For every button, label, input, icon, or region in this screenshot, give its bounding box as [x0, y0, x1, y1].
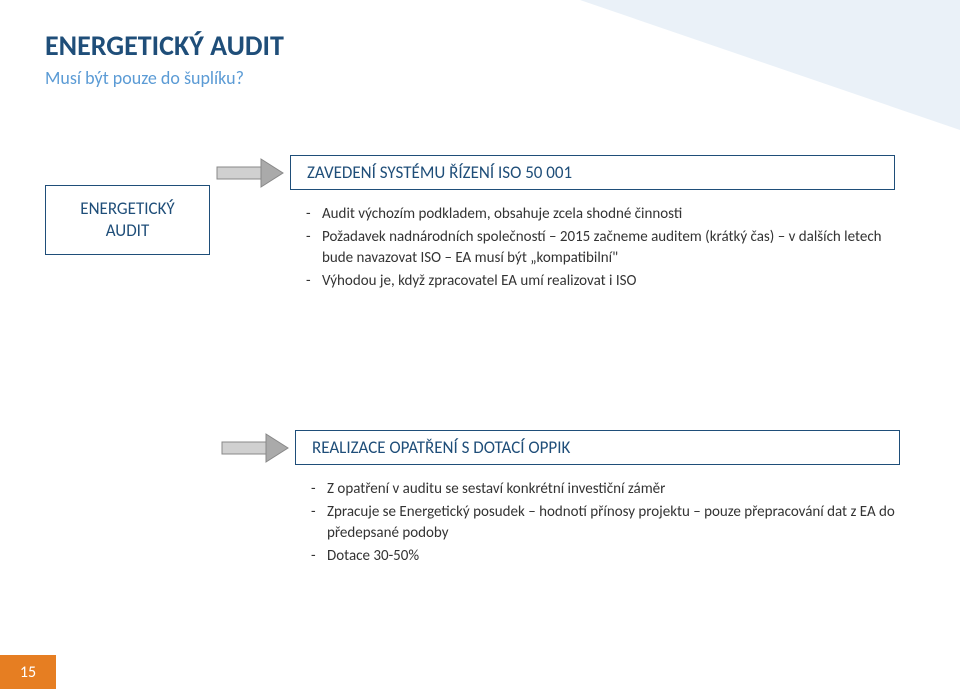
- diagram-row-1: ENERGETICKÝ AUDIT ZAVEDENÍ SYSTÉMU ŘÍZEN…: [45, 155, 915, 294]
- right-column-1: ZAVEDENÍ SYSTÉMU ŘÍZENÍ ISO 50 001 Audit…: [290, 155, 915, 294]
- option-box-iso: ZAVEDENÍ SYSTÉMU ŘÍZENÍ ISO 50 001: [290, 155, 895, 190]
- list-item: Výhodou je, když zpracovatel EA umí real…: [300, 271, 895, 291]
- page-number-badge: 15: [0, 655, 56, 689]
- main-content: ENERGETICKÝ AUDIT ZAVEDENÍ SYSTÉMU ŘÍZEN…: [45, 155, 915, 304]
- bullets-oppik: Z opatření v auditu se sestaví konkrétní…: [305, 479, 900, 566]
- right-column-2: REALIZACE OPATŘENÍ S DOTACÍ OPPIK Z opat…: [295, 430, 900, 569]
- list-item: Z opatření v auditu se sestaví konkrétní…: [305, 479, 900, 499]
- list-item: Požadavek nadnárodních společností – 201…: [300, 227, 895, 268]
- list-item: Audit výchozím podkladem, obsahuje zcela…: [300, 204, 895, 224]
- arrow-right-icon: [220, 430, 290, 466]
- source-box-line2: AUDIT: [106, 220, 150, 241]
- section-2: REALIZACE OPATŘENÍ S DOTACÍ OPPIK Z opat…: [295, 430, 915, 569]
- arrow-column-1: [210, 155, 290, 191]
- list-item: Dotace 30-50%: [305, 546, 900, 566]
- arrow-right-icon: [215, 155, 285, 191]
- bullets-iso: Audit výchozím podkladem, obsahuje zcela…: [300, 204, 895, 291]
- option-box-oppik: REALIZACE OPATŘENÍ S DOTACÍ OPPIK: [295, 430, 900, 465]
- source-box-line1: ENERGETICKÝ: [80, 198, 174, 219]
- page-subtitle: Musí být pouze do šuplíku?: [45, 67, 960, 89]
- source-box-energeticky-audit: ENERGETICKÝ AUDIT: [45, 185, 210, 255]
- arrow-column-2: [215, 430, 295, 466]
- page-title: ENERGETICKÝ AUDIT: [45, 28, 960, 63]
- header: ENERGETICKÝ AUDIT Musí být pouze do šupl…: [0, 0, 960, 89]
- list-item: Zpracuje se Energetický posudek – hodnot…: [305, 502, 900, 543]
- slide: ENERGETICKÝ AUDIT Musí být pouze do šupl…: [0, 0, 960, 689]
